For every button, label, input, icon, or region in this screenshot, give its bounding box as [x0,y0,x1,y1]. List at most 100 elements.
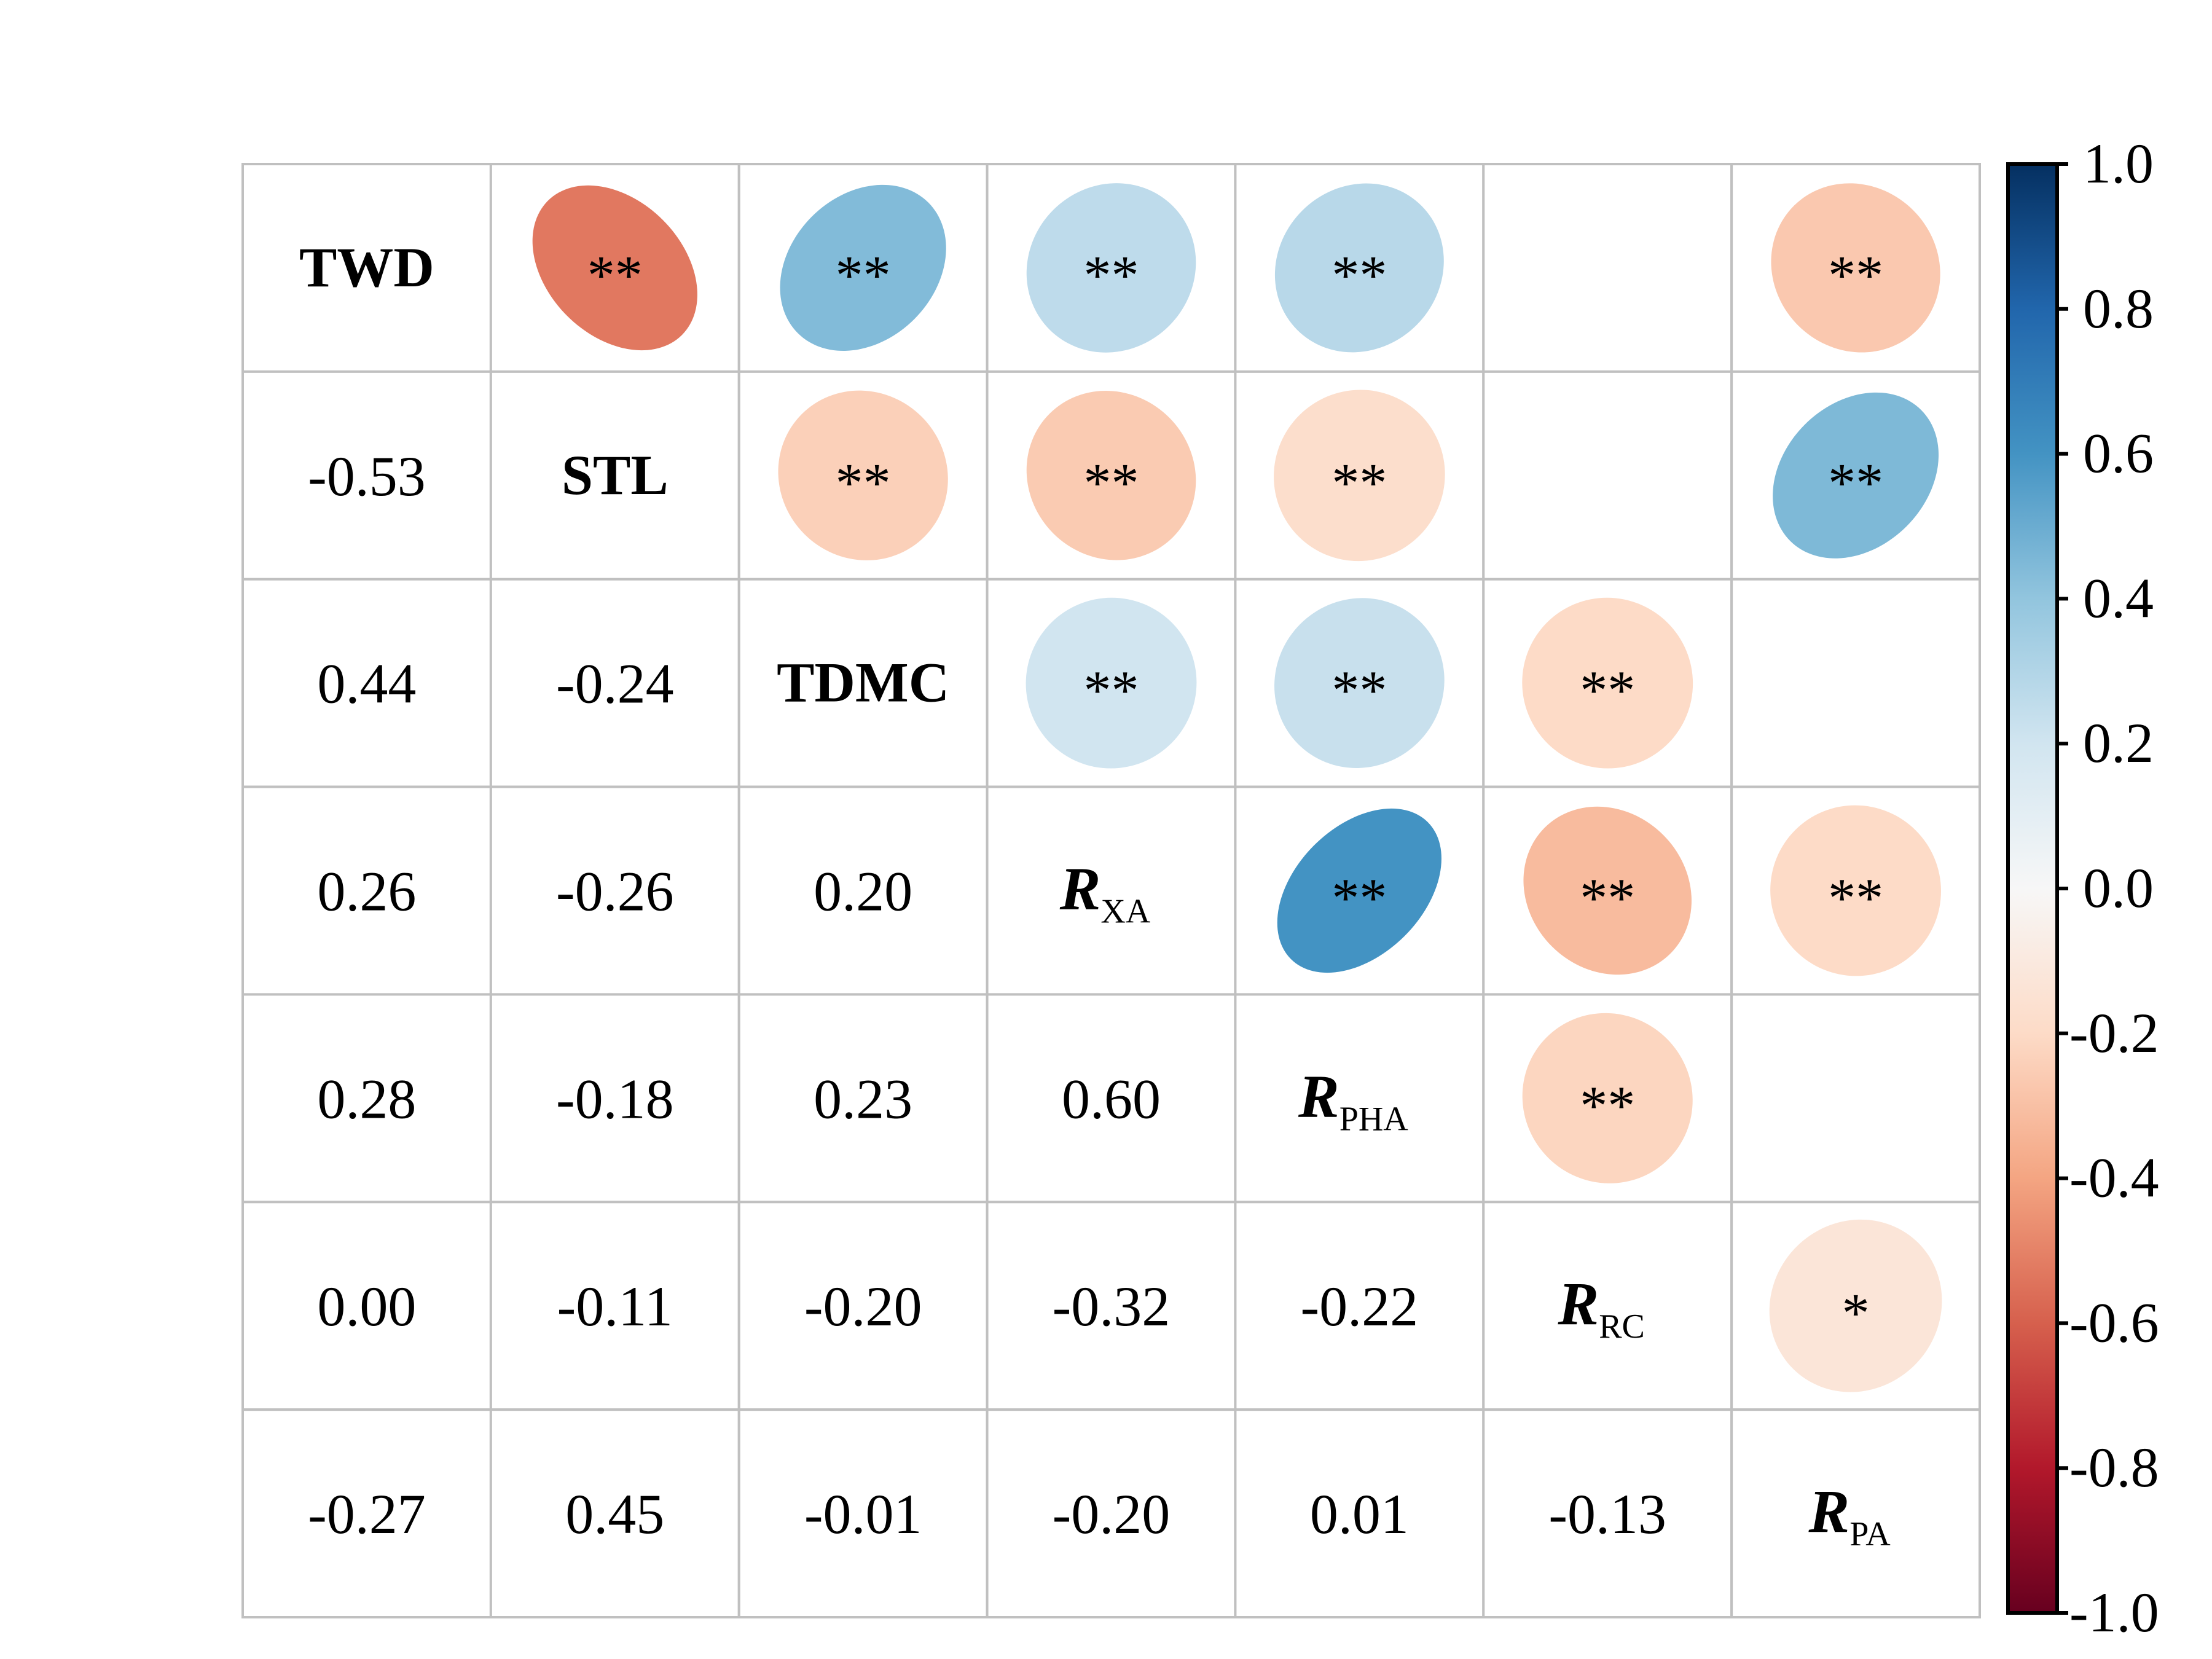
correlation-ellipse [1277,808,1441,973]
variable-label: RPA [1808,1477,1891,1553]
correlation-value: -0.01 [804,1483,922,1545]
significance-marker: ** [1580,868,1635,929]
cell-border [1234,1408,1485,1618]
cell-3-4: ** [1234,785,1485,996]
significance-marker: ** [836,453,891,514]
cell-border [986,785,1237,996]
significance-marker: ** [1084,661,1139,721]
cell-border [1730,578,1981,788]
cell-1-6: ** [1730,370,1981,581]
cell-border [241,163,492,373]
correlation-value: 0.28 [317,1067,416,1130]
correlation-value: -0.26 [556,860,674,923]
cell-border [986,1408,1237,1618]
cell-1-0: -0.53 [241,370,492,581]
cell-border [1482,370,1733,581]
cell-4-0: 0.28 [241,993,492,1204]
variable-label-subscript: PHA [1339,1100,1409,1138]
cell-border [737,785,989,996]
significance-marker: ** [1332,868,1387,929]
correlation-value: -0.20 [1053,1483,1171,1545]
cell-3-3: RXA [986,785,1237,996]
cell-5-2: -0.20 [737,1201,989,1411]
cell-border [737,1201,989,1411]
cell-0-6: ** [1730,163,1981,373]
cell-5-3: -0.32 [986,1201,1237,1411]
colorbar-tick-label: -0.2 [2069,1002,2159,1064]
cell-2-4: ** [1234,578,1485,788]
cell-5-4: -0.22 [1234,1201,1485,1411]
cell-4-1: -0.18 [489,993,740,1204]
correlation-ellipse [1771,183,1940,353]
correlation-value: 0.23 [814,1067,912,1130]
cell-border [1730,993,1981,1204]
significance-marker: * [1842,1283,1870,1344]
significance-marker: ** [836,245,891,306]
cell-2-5: ** [1482,578,1733,788]
cell-border [241,785,492,996]
correlation-value: -0.18 [556,1067,674,1130]
correlation-value: 0.60 [1062,1067,1161,1130]
cell-2-2: TDMC [737,578,989,788]
correlation-value: -0.24 [556,653,674,715]
correlation-value: 0.26 [317,860,416,923]
correlation-value: 0.44 [317,653,416,715]
variable-label-main: R [1059,855,1101,923]
cell-3-1: -0.26 [489,785,740,996]
cell-1-5 [1482,370,1733,581]
cell-1-3: ** [986,370,1237,581]
cell-5-6: * [1730,1201,1981,1411]
colorbar-tick-label: 0.2 [2083,712,2154,774]
cell-border [1482,1201,1733,1411]
correlation-value: 0.01 [1310,1483,1409,1545]
colorbar-tick-label: 0.8 [2083,277,2154,340]
cell-3-5: ** [1482,785,1733,996]
cell-border [737,1408,989,1618]
cell-border [1234,993,1485,1204]
cell-6-0: -0.27 [241,1408,492,1618]
correlation-value: 0.20 [814,860,912,923]
correlation-ellipse [1523,806,1692,975]
colorbar-tick-label: 0.0 [2083,857,2154,919]
cell-0-5 [1482,163,1733,373]
cell-0-1: ** [489,163,740,373]
cell-border [241,578,492,788]
cell-5-1: -0.11 [489,1201,740,1411]
matrix-cells: TWD ** ** ** ** ** -0.53 STL ** ** ** ** 0.44 -0.24 TD… [241,163,1981,1618]
colorbar-tick-label: 1.0 [2083,132,2154,195]
correlation-value: 0.45 [565,1483,664,1545]
colorbar-tick-label: -1.0 [2069,1581,2159,1644]
correlation-ellipse [1522,1013,1693,1183]
cell-border [241,1408,492,1618]
correlation-value: -0.27 [308,1483,426,1545]
variable-label-subscript: XA [1100,893,1150,931]
cell-4-2: 0.23 [737,993,989,1204]
correlation-value: 0.00 [317,1275,416,1338]
cell-border [986,993,1237,1204]
correlation-value: -0.53 [308,445,426,508]
cell-border [1482,1408,1733,1618]
correlation-value: -0.32 [1053,1275,1171,1338]
cell-1-2: ** [737,370,989,581]
correlation-ellipse [532,185,697,351]
significance-marker: ** [1580,661,1635,721]
cell-border [489,578,740,788]
significance-marker: ** [1828,245,1883,306]
correlation-value: -0.11 [557,1275,673,1338]
correlation-ellipse [1274,183,1444,353]
cell-0-0: TWD [241,163,492,373]
colorbar-tick-label: -0.8 [2069,1436,2159,1499]
significance-marker: ** [1828,868,1883,929]
variable-label: RPHA [1298,1062,1408,1138]
correlation-ellipse [1770,805,1941,976]
colorbar: 1.0 0.8 0.6 0.4 0.2 0.0 -0.2 -0.4 -0.6 -0.8 -1.0 [2006,132,2159,1644]
cell-5-0: 0.00 [241,1201,492,1411]
cell-1-1: STL [489,370,740,581]
cell-border [489,1408,740,1618]
correlation-ellipse [1769,1219,1942,1392]
cell-4-6 [1730,993,1981,1204]
cell-6-5: -0.13 [1482,1408,1733,1618]
cell-border [1482,163,1733,373]
cell-4-5: ** [1482,993,1733,1204]
cell-3-0: 0.26 [241,785,492,996]
